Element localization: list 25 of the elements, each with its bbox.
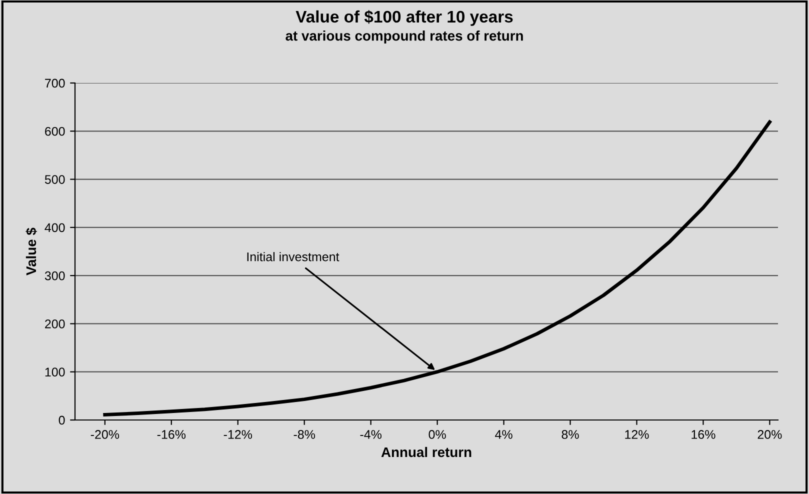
y-tick-label: 300 [44, 271, 65, 280]
y-tick-label: 400 [44, 223, 65, 232]
y-tick-label: 500 [44, 175, 65, 184]
x-tick-label: 0% [428, 430, 446, 439]
x-tick-label: -20% [90, 430, 120, 439]
y-tick-label: 0 [58, 416, 65, 425]
y-axis-title: Value $ [26, 228, 38, 276]
line-series [103, 120, 772, 416]
y-tick-label: 600 [45, 126, 65, 136]
x-tick-label: -12% [224, 430, 252, 439]
x-axis-title: Annual return [381, 446, 472, 458]
x-tick-label: 12% [625, 430, 649, 439]
x-tick-label: -4% [360, 430, 382, 439]
x-tick-label: -16% [157, 430, 186, 439]
x-tick-label: 8% [562, 430, 579, 439]
y-tick-label: 200 [45, 320, 65, 328]
chart-title: Value of $100 after 10 years [296, 10, 513, 26]
y-tick-label: 100 [45, 368, 65, 377]
x-tick-label: 4% [495, 430, 512, 439]
x-tick-label: -8% [294, 430, 316, 439]
x-tick-label: 20% [758, 430, 782, 439]
chart-subtitle: at various compound rates of return [286, 30, 523, 44]
annotation: Initial investment [247, 252, 340, 262]
y-tick-label: 700 [45, 78, 65, 88]
x-tick-label: 16% [692, 430, 716, 439]
